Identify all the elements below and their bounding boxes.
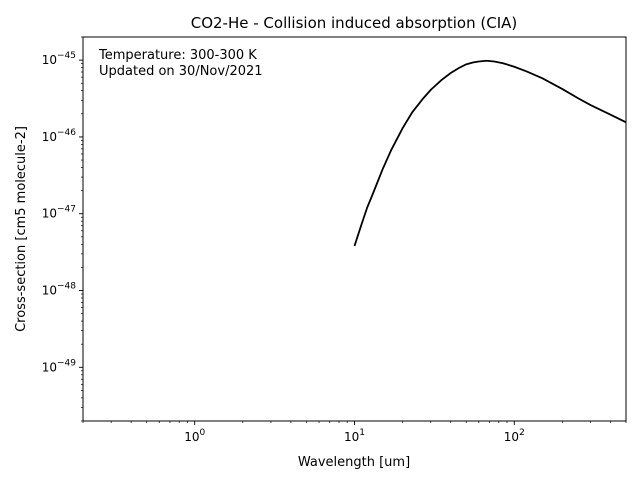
series-line-1 [353,59,626,247]
y-tick-label: 10−46 [42,128,77,144]
x-tick-label: 102 [504,428,525,444]
chart-title: CO2-He - Collision induced absorption (C… [191,14,518,32]
plot-frame [82,36,627,422]
y-tick-label: 10−49 [42,358,77,374]
annotation-line-2: Updated on 30/Nov/2021 [99,64,263,79]
y-tick-label: 10−48 [42,282,77,298]
x-tick-label: 101 [344,428,365,444]
y-tick-label: 10−45 [42,51,76,67]
x-tick-label: 100 [184,428,205,444]
y-tick-label: 10−47 [42,205,76,221]
y-axis-label: Cross-section [cm5 molecule-2] [14,126,29,332]
annotation-line-1: Temperature: 300-300 K [98,48,257,63]
x-axis-label: Wavelength [um] [298,455,410,470]
